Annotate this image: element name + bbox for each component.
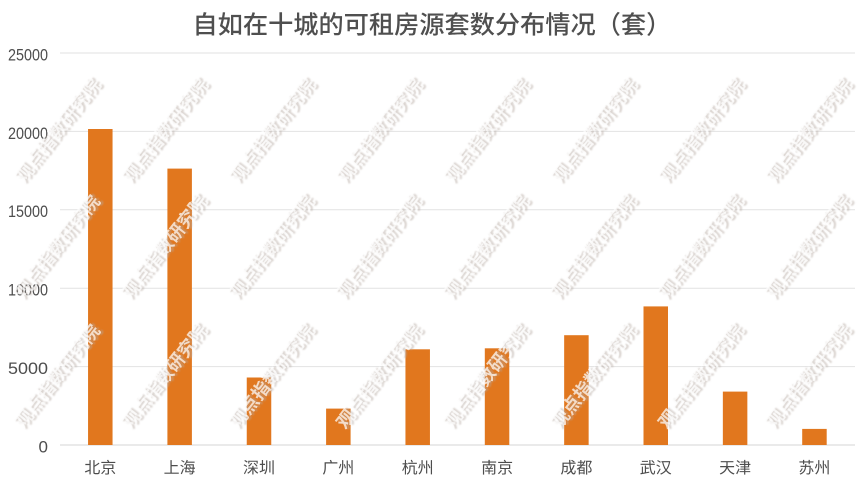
svg-text:5000: 5000 [8, 359, 48, 378]
svg-text:25000: 25000 [8, 45, 48, 64]
svg-text:20000: 20000 [8, 124, 48, 143]
svg-text:0: 0 [39, 437, 48, 456]
svg-text:15000: 15000 [8, 202, 48, 221]
